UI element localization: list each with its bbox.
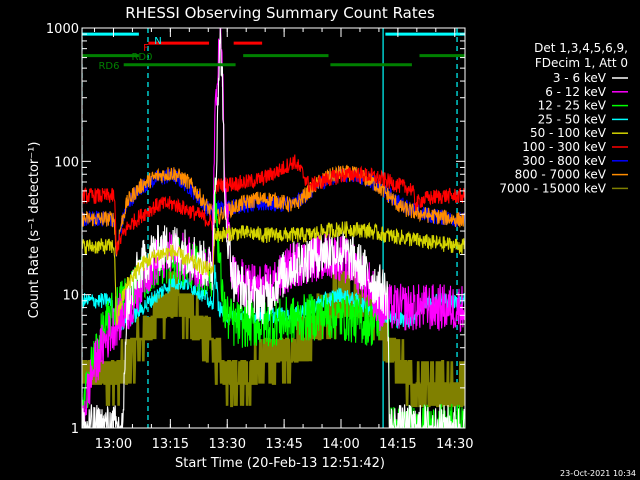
- x-tick-label: 13:00: [95, 437, 132, 452]
- legend-label: 3 - 6 keV: [553, 71, 607, 85]
- state-bar-label: F: [143, 43, 149, 54]
- y-axis-label: Count Rate (s⁻¹ detector⁻¹): [27, 142, 42, 319]
- axes: 1 10 100 1000 13:00 13:15 13:30 13:45 14:00 14:15…: [46, 22, 474, 452]
- series-line: [82, 264, 465, 332]
- y-tick-label: 100: [54, 155, 79, 170]
- plot-content: [82, 28, 465, 428]
- series-line: [82, 154, 465, 255]
- y-tick-label: 10: [62, 289, 79, 304]
- x-tick-label: 13:45: [265, 437, 302, 452]
- legend-header: FDecim 1, Att 0: [535, 56, 628, 70]
- series-line: [82, 28, 465, 428]
- state-bar-label: RD0: [131, 52, 152, 63]
- x-tick-label: 14:30: [436, 437, 473, 452]
- legend-label: 25 - 50 keV: [538, 112, 607, 126]
- state-bar-label: N: [154, 36, 161, 47]
- series-line: [82, 28, 465, 428]
- legend-label: 6 - 12 keV: [545, 85, 607, 99]
- plot-frame: [81, 27, 466, 429]
- legend-label: 12 - 25 keV: [538, 99, 607, 113]
- x-tick-label: 13:15: [152, 437, 189, 452]
- x-tick-label: 14:00: [322, 437, 359, 452]
- series-line: [82, 221, 465, 326]
- legend-header: Det 1,3,4,5,6,9,: [534, 41, 628, 55]
- series-line: [82, 271, 465, 408]
- x-axis-label: Start Time (20-Feb-13 12:51:42): [175, 456, 385, 471]
- legend-label: 50 - 100 keV: [530, 126, 607, 140]
- series-line: [82, 164, 465, 257]
- x-tick-label: 13:30: [209, 437, 246, 452]
- footer-date: 23-Oct-2021 10:34: [560, 469, 636, 478]
- legend-label: 800 - 7000 keV: [515, 168, 607, 182]
- y-tick-label: 1: [71, 422, 79, 437]
- chart-title: RHESSI Observing Summary Count Rates: [125, 4, 435, 22]
- legend-label: 7000 - 15000 keV: [499, 181, 606, 195]
- state-bar-label: RD6: [98, 61, 119, 72]
- y-tick-label: 1000: [46, 22, 79, 37]
- legend-label: 300 - 800 keV: [522, 154, 606, 168]
- legend: Det 1,3,4,5,6,9,FDecim 1, Att 03 - 6 keV…: [499, 41, 628, 195]
- legend-label: 100 - 300 keV: [522, 140, 606, 154]
- x-tick-label: 14:15: [379, 437, 416, 452]
